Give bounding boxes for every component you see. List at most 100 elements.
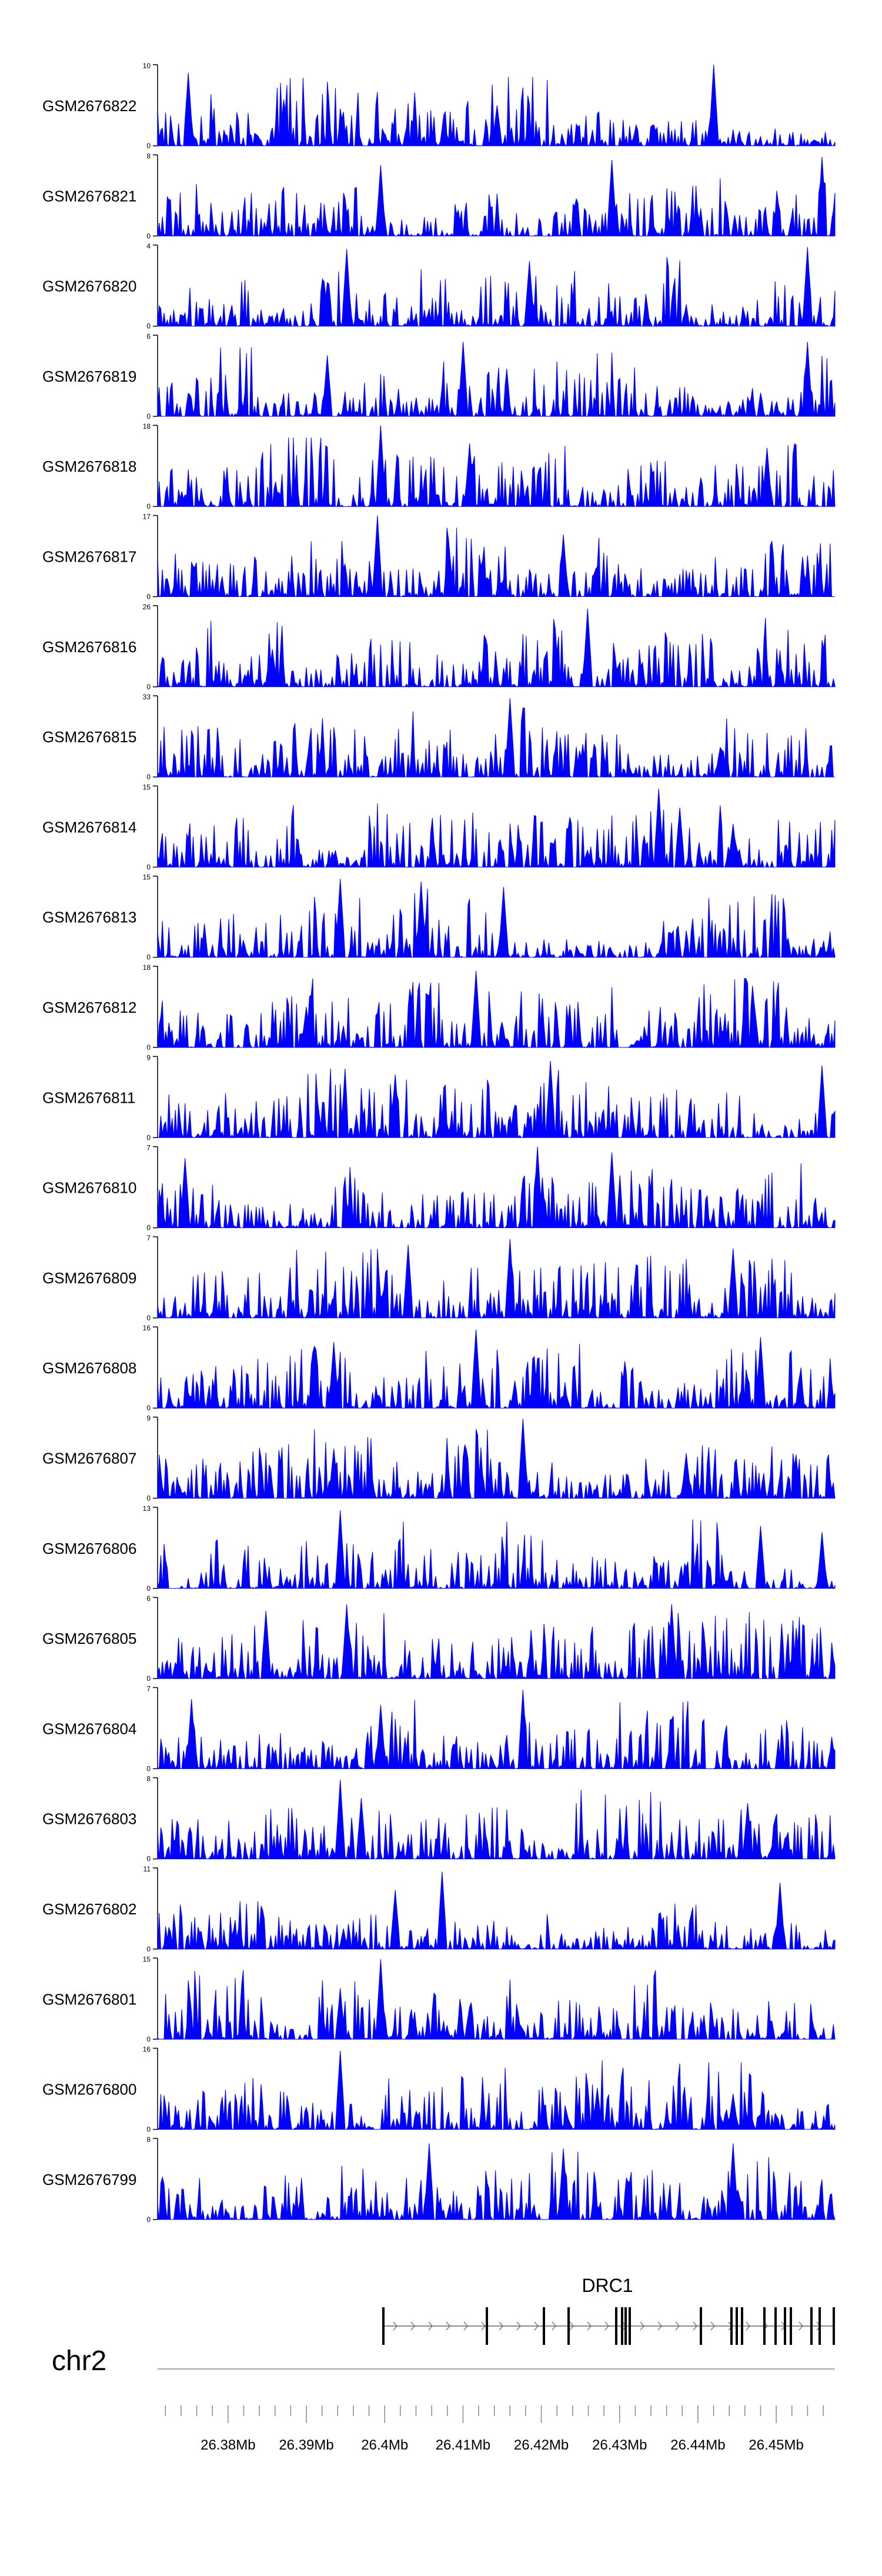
y-tick-label-max: 7	[146, 1684, 151, 1693]
y-tick-label-min: 0	[146, 2125, 151, 2134]
track-label: GSM2676800	[42, 2081, 136, 2098]
y-tick-label-max: 11	[143, 1865, 151, 1873]
exon	[818, 2307, 821, 2345]
y-tick-label-min: 0	[146, 1404, 151, 1412]
y-tick-label-min: 0	[146, 1584, 151, 1593]
y-tick-label-max: 18	[143, 422, 151, 431]
coverage-area	[156, 2050, 836, 2131]
track-gsm2676818: GSM2676818 18 0	[42, 422, 836, 510]
coverage-area	[157, 1604, 836, 1680]
coverage-area	[157, 879, 836, 959]
track-label: GSM2676810	[42, 1179, 136, 1197]
exon	[543, 2307, 545, 2345]
track-label: GSM2676809	[42, 1269, 136, 1287]
track-label: GSM2676799	[42, 2171, 136, 2188]
coverage-area	[157, 609, 836, 688]
genome-axis: chr2 26.38Mb 26.39Mb 26.4Mb 26.41Mb 26.42Mb 2…	[52, 2345, 835, 2453]
coverage-area	[157, 1419, 836, 1500]
coverage-area	[157, 970, 836, 1049]
track-label: GSM2676805	[42, 1630, 136, 1647]
y-tick-label-max: 6	[146, 332, 151, 341]
track-gsm2676815: GSM2676815 33 0	[42, 693, 835, 781]
track-label: GSM2676822	[42, 97, 136, 115]
track-label: GSM2676806	[42, 1540, 136, 1557]
track-label: GSM2676801	[42, 1990, 136, 2008]
axis-tick-label: 26.45Mb	[749, 2437, 803, 2453]
y-tick-label-min: 0	[146, 2035, 151, 2043]
track-gsm2676799: GSM2676799 8 0	[42, 2135, 836, 2224]
track-gsm2676817: GSM2676817 17 0	[42, 513, 835, 601]
coverage-area	[157, 1510, 836, 1590]
exon	[624, 2307, 627, 2345]
strand-arrow	[640, 2321, 644, 2331]
exon	[615, 2307, 617, 2345]
y-tick-label-max: 7	[146, 1144, 151, 1152]
exon	[730, 2307, 733, 2345]
coverage-area	[157, 1146, 836, 1229]
coverage-area	[157, 1871, 836, 1950]
y-tick-label-min: 0	[146, 1224, 151, 1232]
track-label: GSM2676819	[42, 368, 136, 385]
track-label: GSM2676807	[42, 1450, 136, 1467]
track-label: GSM2676816	[42, 638, 136, 656]
y-tick-label-max: 16	[143, 2046, 151, 2054]
coverage-area	[157, 247, 836, 328]
exon	[382, 2307, 385, 2345]
track-label: GSM2676821	[42, 187, 136, 205]
y-tick-label-min: 0	[146, 232, 151, 240]
exon	[763, 2307, 766, 2345]
track-label: GSM2676814	[42, 818, 136, 836]
track-gsm2676800: GSM2676800 16 0	[42, 2046, 836, 2134]
strand-arrow	[552, 2321, 556, 2331]
track-label: GSM2676802	[42, 1900, 136, 1918]
track-gsm2676802: GSM2676802 11 0	[42, 1865, 836, 1953]
track-label: GSM2676818	[42, 458, 136, 475]
strand-arrow	[693, 2321, 697, 2331]
y-tick-label-max: 6	[146, 1594, 151, 1603]
strand-arrow	[481, 2321, 486, 2331]
y-tick-label-min: 0	[146, 683, 151, 691]
track-gsm2676801: GSM2676801 15 0	[42, 1955, 836, 2043]
y-tick-label-max: 17	[143, 513, 151, 521]
axis-tick-label: 26.43Mb	[592, 2437, 647, 2453]
strand-arrow	[446, 2321, 450, 2331]
y-tick-label-max: 10	[143, 62, 151, 70]
y-tick-label-max: 15	[143, 783, 151, 791]
y-tick-label-max: 9	[146, 1053, 151, 1062]
y-tick-label-max: 8	[146, 1775, 151, 1783]
track-label: GSM2676808	[42, 1359, 136, 1377]
coverage-area	[157, 156, 836, 238]
y-tick-label-max: 7	[146, 1234, 151, 1242]
gene-label: DRC1	[582, 2275, 633, 2296]
y-tick-label-min: 0	[146, 593, 151, 601]
strand-arrow	[799, 2321, 803, 2331]
exon	[833, 2307, 835, 2345]
track-gsm2676816: GSM2676816 26 0	[42, 603, 836, 691]
track-gsm2676822: GSM2676822 10 0	[42, 62, 836, 150]
y-tick-label-min: 0	[146, 1855, 151, 1863]
y-tick-label-min: 0	[146, 502, 151, 510]
track-label: GSM2676817	[42, 548, 136, 566]
coverage-area	[157, 64, 836, 147]
y-tick-label-min: 0	[146, 863, 151, 871]
axis-tick-label: 26.39Mb	[279, 2437, 333, 2453]
exon	[629, 2307, 631, 2345]
axis-tick-label: 26.38Mb	[201, 2437, 255, 2453]
y-tick-label-max: 26	[143, 603, 151, 611]
y-tick-label-min: 0	[146, 1133, 151, 1142]
strand-arrow	[604, 2321, 609, 2331]
track-gsm2676808: GSM2676808 16 0	[42, 1324, 836, 1412]
strand-arrow	[710, 2321, 715, 2331]
track-label: GSM2676815	[42, 728, 136, 746]
track-gsm2676803: GSM2676803 8 0	[42, 1775, 836, 1863]
track-gsm2676821: GSM2676821 8 0	[42, 152, 836, 240]
y-tick-label-min: 0	[146, 412, 151, 421]
chromosome-label: chr2	[52, 2345, 106, 2377]
strand-arrow	[499, 2321, 503, 2331]
axis-tick-label: 26.42Mb	[514, 2437, 569, 2453]
y-tick-label-max: 18	[143, 963, 151, 972]
strand-arrow	[393, 2321, 397, 2331]
y-tick-label-max: 15	[143, 1955, 151, 1963]
coverage-area	[157, 515, 835, 598]
